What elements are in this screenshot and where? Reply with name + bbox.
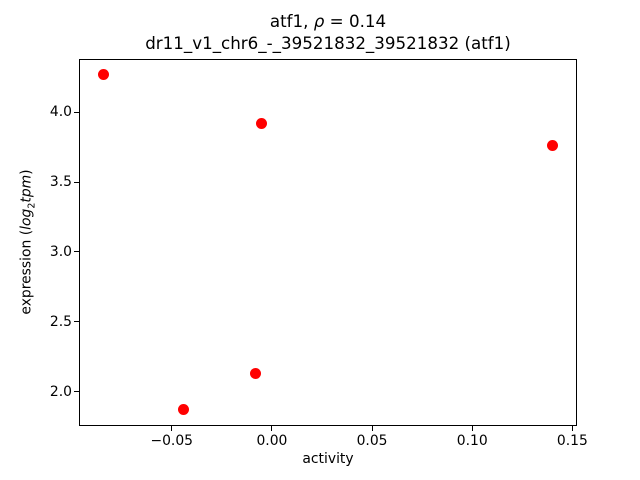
title-prefix: atf1, bbox=[269, 11, 314, 31]
x-tick-mark bbox=[271, 426, 273, 431]
y-tick-label: 3.5 bbox=[49, 174, 72, 191]
chart-title-block: atf1, ρ = 0.14 dr11_v1_chr6_-_39521832_3… bbox=[79, 10, 577, 54]
title-rho-symbol: ρ bbox=[313, 11, 325, 31]
y-tick-label: 4.0 bbox=[49, 104, 72, 121]
plot-area bbox=[79, 59, 577, 426]
data-point bbox=[250, 368, 262, 380]
y-tick-mark bbox=[74, 111, 79, 113]
x-tick-label: 0.15 bbox=[556, 433, 588, 449]
x-tick-mark bbox=[571, 426, 573, 431]
title-suffix: = 0.14 bbox=[324, 11, 387, 31]
y-tick-label: 2.0 bbox=[49, 383, 72, 400]
x-tick-mark bbox=[471, 426, 473, 431]
y-tick-mark bbox=[74, 251, 79, 253]
chart-title: atf1, ρ = 0.14 bbox=[79, 10, 577, 32]
data-point bbox=[546, 140, 558, 152]
x-tick-label: 0.05 bbox=[356, 433, 388, 449]
x-tick-mark bbox=[171, 426, 173, 431]
y-tick-label: 3.0 bbox=[49, 243, 72, 260]
y-tick-label: 2.5 bbox=[49, 313, 72, 330]
data-point bbox=[98, 68, 110, 80]
data-point bbox=[178, 404, 190, 416]
x-tick-label: 0.10 bbox=[456, 433, 488, 449]
y-tick-mark bbox=[74, 391, 79, 393]
y-tick-mark bbox=[74, 181, 79, 183]
x-axis-label: activity bbox=[302, 451, 354, 467]
x-tick-label: −0.05 bbox=[150, 433, 194, 449]
ylabel-log: log bbox=[18, 208, 35, 230]
x-tick-mark bbox=[371, 426, 373, 431]
chart-subtitle: dr11_v1_chr6_-_39521832_39521832 (atf1) bbox=[145, 33, 511, 53]
ylabel-subscript: 2 bbox=[26, 202, 38, 209]
y-tick-mark bbox=[74, 321, 79, 323]
x-tick-label: 0.00 bbox=[256, 433, 288, 449]
data-point bbox=[256, 117, 268, 129]
